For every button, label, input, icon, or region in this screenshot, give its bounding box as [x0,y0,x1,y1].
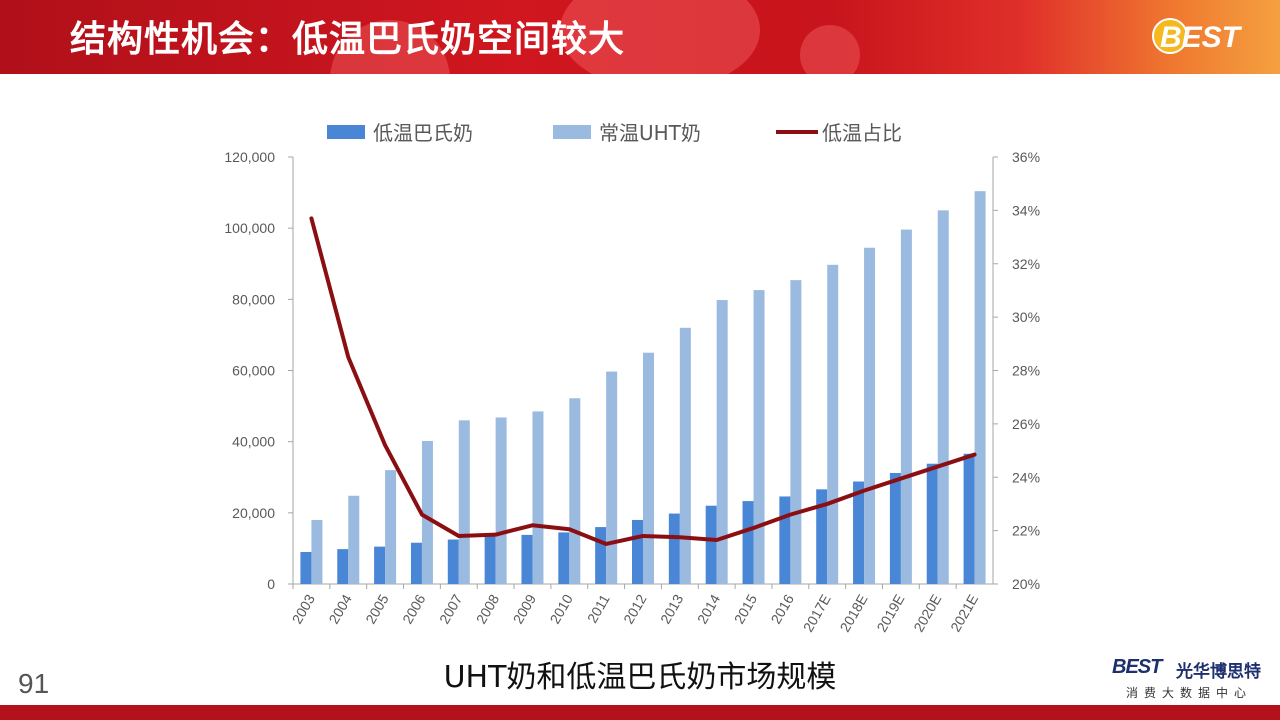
x-tick-label: 2020E [910,592,944,635]
bar-low-temp [484,535,496,584]
right-tick-label: 22% [1012,523,1040,539]
legend-swatch [553,125,591,139]
brand-name: 光华博思特 [1176,662,1261,682]
legend-label: 低温巴氏奶 [373,121,473,145]
left-tick-label: 80,000 [232,291,275,307]
x-tick-label: 2005 [362,591,392,626]
x-tick-label: 2009 [510,591,540,626]
ratio-series-line [309,216,977,546]
left-tick-label: 120,000 [224,149,275,165]
x-tick-label: 2021E [947,592,981,635]
x-tick-label: 2015 [731,591,761,626]
bar-low-temp [705,505,717,584]
right-tick-label: 32% [1012,256,1040,272]
right-tick-label: 26% [1012,416,1040,432]
right-tick-label: 24% [1012,469,1040,485]
bar-uht [974,191,986,584]
ratio-line [309,216,977,546]
best-logo: BEST [1152,18,1243,54]
x-tick-label: 2008 [473,591,503,626]
bar-uht [348,495,360,584]
bar-low-temp [447,539,459,584]
bar-uht [827,264,839,584]
bar-low-temp [595,527,607,584]
bar-uht [385,470,397,584]
left-tick-label: 60,000 [232,363,275,379]
right-tick-label: 34% [1012,202,1040,218]
bar-uht [790,280,802,584]
x-tick-label: 2003 [289,591,319,626]
bar-low-temp [521,534,533,584]
x-tick-label: 2016 [768,591,798,626]
bar-uht [753,290,765,584]
bar-uht [937,210,949,584]
bar-low-temp [816,489,828,584]
bar-uht [606,371,618,584]
x-tick-label: 2006 [399,591,429,626]
chart-bars [292,191,986,589]
bar-uht [532,411,544,584]
bar-uht [495,417,507,584]
bar-uht [311,519,323,584]
bar-low-temp [632,519,643,584]
bar-low-temp [963,453,975,584]
bar-low-temp [300,551,312,584]
legend-label: 低温占比 [822,121,902,145]
bar-low-temp [374,546,386,584]
right-tick-label: 20% [1012,576,1040,592]
left-tick-label: 20,000 [232,505,275,521]
bar-uht [569,398,581,584]
header-decoration [560,0,760,74]
page-title: 结构性机会：低温巴氏奶空间较大 [70,19,626,60]
market-size-chart: 低温巴氏奶 常温UHT奶 低温占比 0 20,000 40,000 60,000 80,00… [224,121,1040,635]
left-tick-label: 40,000 [232,434,275,450]
bar-low-temp [889,472,901,584]
chart-caption: UHT奶和低温巴氏奶市场规模 [443,660,837,695]
bar-low-temp [742,501,754,584]
page-number: 91 [18,668,50,699]
x-tick-label: 2012 [620,591,650,626]
bar-uht [421,440,433,584]
x-tick-label: 2007 [436,591,466,626]
x-tick-label: 2014 [694,591,724,626]
bar-uht [643,352,654,584]
right-tick-label: 36% [1012,149,1040,165]
logo-letter: BEST [1160,21,1243,54]
x-tick-label: 2019E [873,592,907,635]
x-tick-label: 2013 [657,591,687,626]
bar-low-temp [853,481,865,584]
brand-subtitle: 消费大数据中心 [1126,686,1253,700]
bar-low-temp [337,549,349,584]
bar-low-temp [926,463,938,584]
bar-uht [716,300,728,584]
brand-logo: BEST [1112,656,1162,678]
bar-uht [864,247,876,585]
bar-uht [900,229,912,584]
legend-label: 常温UHT奶 [599,121,701,145]
x-tick-label: 2004 [325,591,355,626]
bar-low-temp [558,532,570,584]
right-tick-label: 28% [1012,363,1040,379]
x-tick-label: 2011 [584,591,613,625]
footer-bar [0,705,1280,720]
chart-legend: 低温巴氏奶 常温UHT奶 低温占比 [327,121,902,145]
header-decoration [800,25,860,74]
left-tick-label: 100,000 [224,220,275,236]
x-axis-ticks: 2003 2004 2005 2006 2007 2008 2009 2010 2011 2012… [289,591,982,634]
bar-uht [458,420,470,584]
x-tick-label: 2018E [837,592,871,635]
x-tick-label: 2017E [800,592,834,635]
bar-low-temp [779,496,791,584]
bar-uht [679,327,691,584]
right-tick-label: 30% [1012,309,1040,325]
header-banner: 结构性机会：低温巴氏奶空间较大 BEST [0,0,1280,74]
x-tick-label: 2010 [546,591,576,626]
bar-low-temp [410,542,422,584]
left-tick-label: 0 [267,576,275,592]
legend-swatch [327,125,365,139]
bar-low-temp [668,513,680,584]
